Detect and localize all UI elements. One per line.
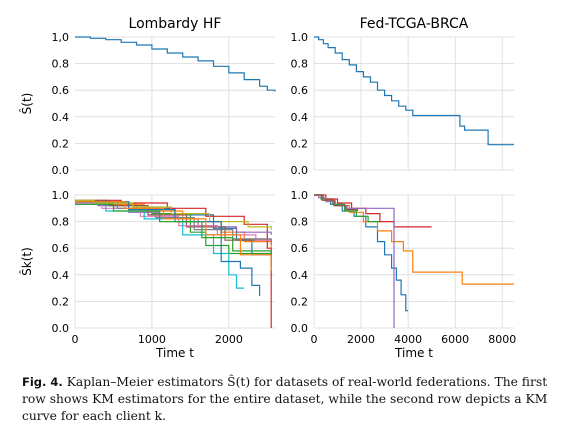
km-curve-1 <box>314 36 514 146</box>
figure-caption: Fig. 4. Kaplan–Meier estimators Ŝ(t) for… <box>22 374 552 426</box>
y-tick-label: 1.0 <box>291 189 309 202</box>
km-curve-1 <box>75 36 276 92</box>
y-tick-label: 0.4 <box>52 269 70 282</box>
km-curve-12 <box>75 203 272 257</box>
y-axis-label: Ŝk(t) <box>19 247 34 276</box>
y-tick-label: 1,0 <box>52 31 70 44</box>
figure-caption-label: Fig. 4. <box>22 375 63 389</box>
panel-4: 0.0 0.2 0.4 0.6 0.8 1.0 0 2000 4000 6000 8000 Time … <box>291 189 517 360</box>
km-curve-10 <box>75 203 245 289</box>
km-curve-6 <box>314 194 359 211</box>
x-tick-label: 2000 <box>215 333 243 346</box>
x-tick-label: 4000 <box>394 333 422 346</box>
y-axis-label: Ŝ(t) <box>19 93 34 115</box>
km-curve-11 <box>75 201 261 297</box>
y-tick-label: 0.6 <box>291 242 309 255</box>
x-tick-label: 6000 <box>441 333 469 346</box>
km-curve-1 <box>314 194 409 312</box>
km-curve-7 <box>75 202 272 243</box>
y-tick-label: 0.2 <box>52 137 70 150</box>
panel-1: 0.0 0.2 0.4 0.6 0.8 1,0 Lombardy HF Ŝ(t) <box>19 16 276 177</box>
x-tick-label: 0 <box>72 333 79 346</box>
x-tick-label: 1000 <box>138 333 166 346</box>
km-curve-13 <box>75 201 272 271</box>
x-tick-label: 2000 <box>347 333 375 346</box>
x-axis-label: Time t <box>394 346 433 360</box>
figure-caption-text: Kaplan–Meier estimators Ŝ(t) for dataset… <box>22 375 548 424</box>
y-tick-label: 0.0 <box>52 164 70 177</box>
y-tick-label: 1.0 <box>52 189 70 202</box>
y-tick-label: 0.0 <box>52 322 70 335</box>
y-tick-label: 0.0 <box>291 322 309 335</box>
y-tick-label: 0.4 <box>52 111 70 124</box>
y-tick-label: 0.6 <box>52 242 70 255</box>
y-tick-label: 0.8 <box>52 216 70 229</box>
y-tick-label: 0.4 <box>291 269 309 282</box>
plot-area <box>75 37 275 170</box>
y-tick-label: 0.6 <box>52 84 70 97</box>
panel-title: Fed-TCGA-BRCA <box>360 16 469 32</box>
plot-area <box>314 195 514 328</box>
panel-title: Lombardy HF <box>129 16 222 32</box>
km-curve-3 <box>314 194 380 223</box>
km-curve-9 <box>75 199 272 230</box>
panel-2: 0.0 0.2 0.4 0.6 0.8 1.0 Fed-TCGA-BRCA <box>291 16 514 177</box>
x-tick-label: 0 <box>311 333 318 346</box>
y-tick-label: 1.0 <box>291 31 309 44</box>
y-tick-label: 0.8 <box>291 216 309 229</box>
y-tick-label: 0.4 <box>291 111 309 124</box>
x-tick-label: 8000 <box>488 333 516 346</box>
panel-3: 0.0 0.2 0.4 0.6 0.8 1.0 0 1000 2000 Time t Ŝk(t) <box>19 189 275 360</box>
y-tick-label: 0.0 <box>291 164 309 177</box>
y-tick-label: 0.2 <box>52 295 70 308</box>
y-tick-label: 0.2 <box>291 137 309 150</box>
km-curve-8 <box>75 201 272 242</box>
y-tick-label: 0.8 <box>52 58 70 71</box>
y-tick-label: 0.6 <box>291 84 309 97</box>
y-tick-label: 0.8 <box>291 58 309 71</box>
plot-area <box>314 37 514 170</box>
x-axis-label: Time t <box>155 346 194 360</box>
y-tick-label: 0.2 <box>291 295 309 308</box>
